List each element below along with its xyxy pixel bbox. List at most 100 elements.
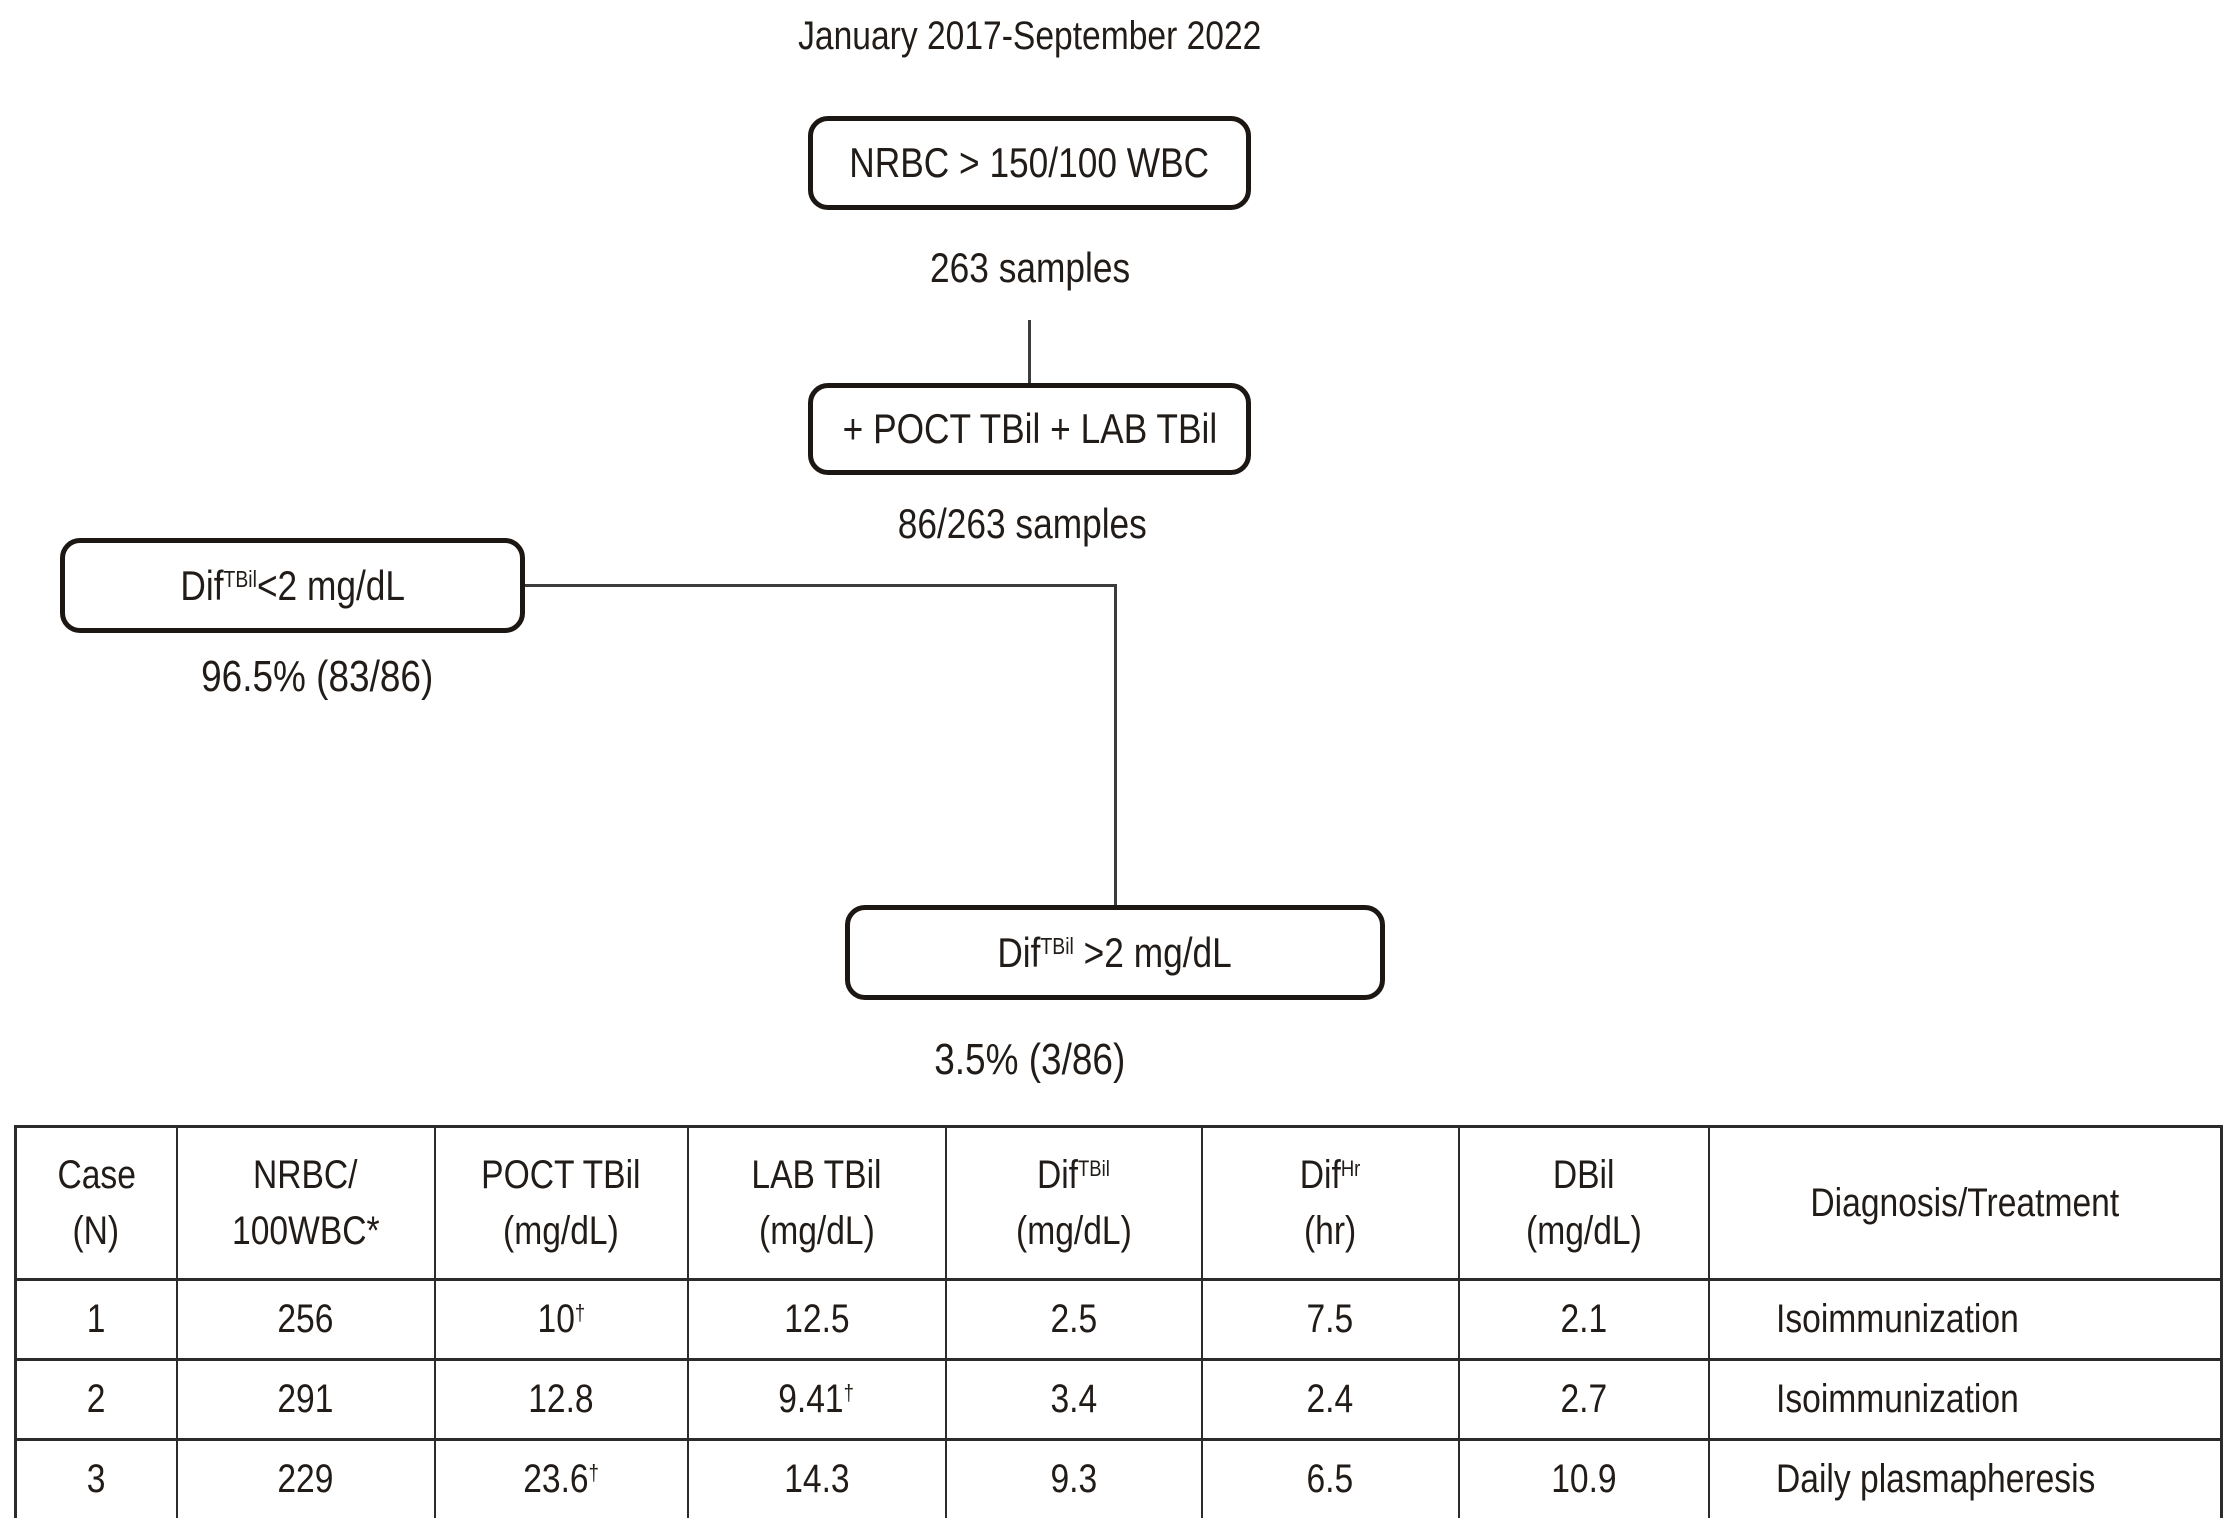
- flow-box-nrbc: NRBC > 150/100 WBC: [808, 116, 1251, 210]
- poct-count-text: 86/263 samples: [897, 500, 1147, 547]
- nrbc-value: 229: [277, 1457, 334, 1501]
- cell-nrbc: 229: [175, 1438, 436, 1518]
- col-header-lab-tbil: LAB TBil (mg/dL): [686, 1125, 947, 1281]
- cell-dbil: 2.1: [1457, 1278, 1710, 1361]
- col-header-dif-tbil-line2: (mg/dL): [1015, 1209, 1132, 1253]
- nrbc-value: 256: [277, 1297, 334, 1341]
- cell-dif-hr: 6.5: [1200, 1438, 1460, 1518]
- cell-dif-tbil: 2.5: [944, 1278, 1203, 1361]
- col-header-lab-line2: (mg/dL): [758, 1209, 875, 1253]
- diagnosis-text: Isoimmunization: [1775, 1297, 2019, 1341]
- cell-dif-hr: 2.4: [1200, 1358, 1460, 1441]
- dif-high-pct-label: 3.5% (3/86): [830, 1035, 1230, 1085]
- dif-low-sup: TBil: [223, 565, 257, 592]
- dif-tbil-value: 2.5: [1050, 1297, 1097, 1341]
- poct-count-label: 86/263 samples: [772, 500, 1272, 548]
- dif-low-rest: <2 mg/dL: [256, 561, 405, 609]
- case-table: Case (N) NRBC/ 100WBC* POCT TBil (mg/dL)…: [14, 1125, 2223, 1518]
- cell-case: 3: [14, 1438, 178, 1518]
- connector-bottom-vertical: [1114, 584, 1117, 907]
- dbil-value: 10.9: [1550, 1457, 1617, 1501]
- flow-box-dif-low-label: DifTBil<2 mg/dL: [180, 562, 405, 610]
- study-period-title: January 2017-September 2022: [680, 14, 1380, 59]
- cell-nrbc: 291: [175, 1358, 436, 1441]
- dagger-mark: †: [588, 1459, 599, 1485]
- cell-lab-tbil: 9.41†: [686, 1358, 947, 1441]
- col-header-case: Case (N): [14, 1125, 178, 1281]
- case-number: 3: [86, 1457, 106, 1501]
- lab-number: 12.5: [783, 1297, 850, 1341]
- cell-case: 1: [14, 1278, 178, 1361]
- lab-number: 9.41: [778, 1377, 845, 1421]
- col-header-poct-line2: (mg/dL): [503, 1209, 619, 1253]
- lab-value: 9.41†: [779, 1377, 855, 1422]
- dif-hr-base: Dif: [1299, 1153, 1341, 1197]
- col-header-dif-hr: DifHr (hr): [1200, 1125, 1460, 1281]
- cell-dbil: 2.7: [1457, 1358, 1710, 1441]
- flow-box-poct-label: + POCT TBil + LAB TBil: [842, 405, 1217, 452]
- dif-low-base: Dif: [180, 561, 224, 609]
- diagnosis-text: Isoimmunization: [1775, 1377, 2019, 1421]
- col-header-dif-tbil-line1: DifTBil: [1037, 1147, 1110, 1203]
- col-header-diagnosis: Diagnosis/Treatment: [1707, 1125, 2223, 1281]
- cell-diagnosis: Daily plasmapheresis: [1707, 1438, 2223, 1518]
- col-header-lab-line1: LAB TBil: [751, 1153, 882, 1197]
- dif-tbil-base: Dif: [1037, 1153, 1079, 1197]
- dbil-value: 2.1: [1560, 1297, 1607, 1341]
- col-header-poct-tbil: POCT TBil (mg/dL): [433, 1125, 689, 1281]
- cell-lab-tbil: 12.5: [686, 1278, 947, 1361]
- cell-poct-tbil: 10†: [433, 1278, 689, 1361]
- col-header-case-line1: Case: [57, 1153, 136, 1197]
- col-header-dif-tbil: DifTBil (mg/dL): [944, 1125, 1203, 1281]
- nrbc-count-text: 263 samples: [929, 244, 1131, 291]
- cell-dif-tbil: 3.4: [944, 1358, 1203, 1441]
- dif-tbil-value: 3.4: [1050, 1377, 1097, 1421]
- dif-high-sup: TBil: [1040, 932, 1075, 959]
- poct-number: 23.6: [523, 1457, 589, 1501]
- dif-high-pct-text: 3.5% (3/86): [934, 1035, 1126, 1084]
- col-header-diagnosis-text: Diagnosis/Treatment: [1810, 1180, 2120, 1225]
- dif-high-base: Dif: [997, 928, 1041, 976]
- flow-box-dif-low: DifTBil<2 mg/dL: [60, 538, 525, 633]
- cell-dif-hr: 7.5: [1200, 1278, 1460, 1361]
- col-header-nrbc-line1: NRBC/: [253, 1153, 358, 1197]
- cell-diagnosis: Isoimmunization: [1707, 1358, 2223, 1441]
- cell-case: 2: [14, 1358, 178, 1441]
- dif-hr-value: 6.5: [1306, 1457, 1354, 1501]
- dif-low-pct-text: 96.5% (83/86): [200, 652, 434, 701]
- dif-high-rest: >2 mg/dL: [1074, 928, 1233, 976]
- poct-value: 12.8: [528, 1377, 593, 1422]
- dif-hr-sup: Hr: [1340, 1155, 1361, 1181]
- dif-hr-value: 7.5: [1306, 1297, 1354, 1341]
- dif-low-pct-label: 96.5% (83/86): [67, 652, 567, 702]
- cell-lab-tbil: 14.3: [686, 1438, 947, 1518]
- case-number: 1: [86, 1297, 106, 1341]
- connector-top-vertical: [1028, 320, 1031, 385]
- study-period-text: January 2017-September 2022: [798, 14, 1262, 58]
- poct-value: 10†: [537, 1297, 585, 1342]
- col-header-poct-line1: POCT TBil: [481, 1153, 641, 1197]
- col-header-dbil-line1: DBil: [1552, 1153, 1615, 1197]
- nrbc-count-label: 263 samples: [830, 244, 1230, 292]
- case-number: 2: [86, 1377, 106, 1421]
- col-header-dbil-line2: (mg/dL): [1525, 1209, 1642, 1253]
- poct-value: 23.6†: [523, 1457, 599, 1502]
- cell-nrbc: 256: [175, 1278, 436, 1361]
- cell-diagnosis: Isoimmunization: [1707, 1278, 2223, 1361]
- col-header-dif-hr-line1: DifHr: [1300, 1147, 1361, 1203]
- dif-tbil-value: 9.3: [1050, 1457, 1097, 1501]
- table-row-case-3: 3 229 23.6† 14.3 9.3 6.5 10.9 Daily plas…: [14, 1438, 2223, 1518]
- diagnosis-text: Daily plasmapheresis: [1775, 1457, 2095, 1501]
- cell-dif-tbil: 9.3: [944, 1438, 1203, 1518]
- poct-number: 10: [537, 1297, 575, 1341]
- table-row-case-2: 2 291 12.8 9.41† 3.4 2.4 2.7 Isoimmuniza…: [14, 1358, 2223, 1441]
- col-header-dif-hr-line2: (hr): [1303, 1209, 1357, 1253]
- dagger-mark: †: [574, 1299, 585, 1325]
- cell-poct-tbil: 23.6†: [433, 1438, 689, 1518]
- cell-dbil: 10.9: [1457, 1438, 1710, 1518]
- cell-poct-tbil: 12.8: [433, 1358, 689, 1441]
- dbil-value: 2.7: [1560, 1377, 1607, 1421]
- dif-tbil-sup: TBil: [1078, 1155, 1110, 1181]
- connector-horizontal: [525, 584, 1117, 587]
